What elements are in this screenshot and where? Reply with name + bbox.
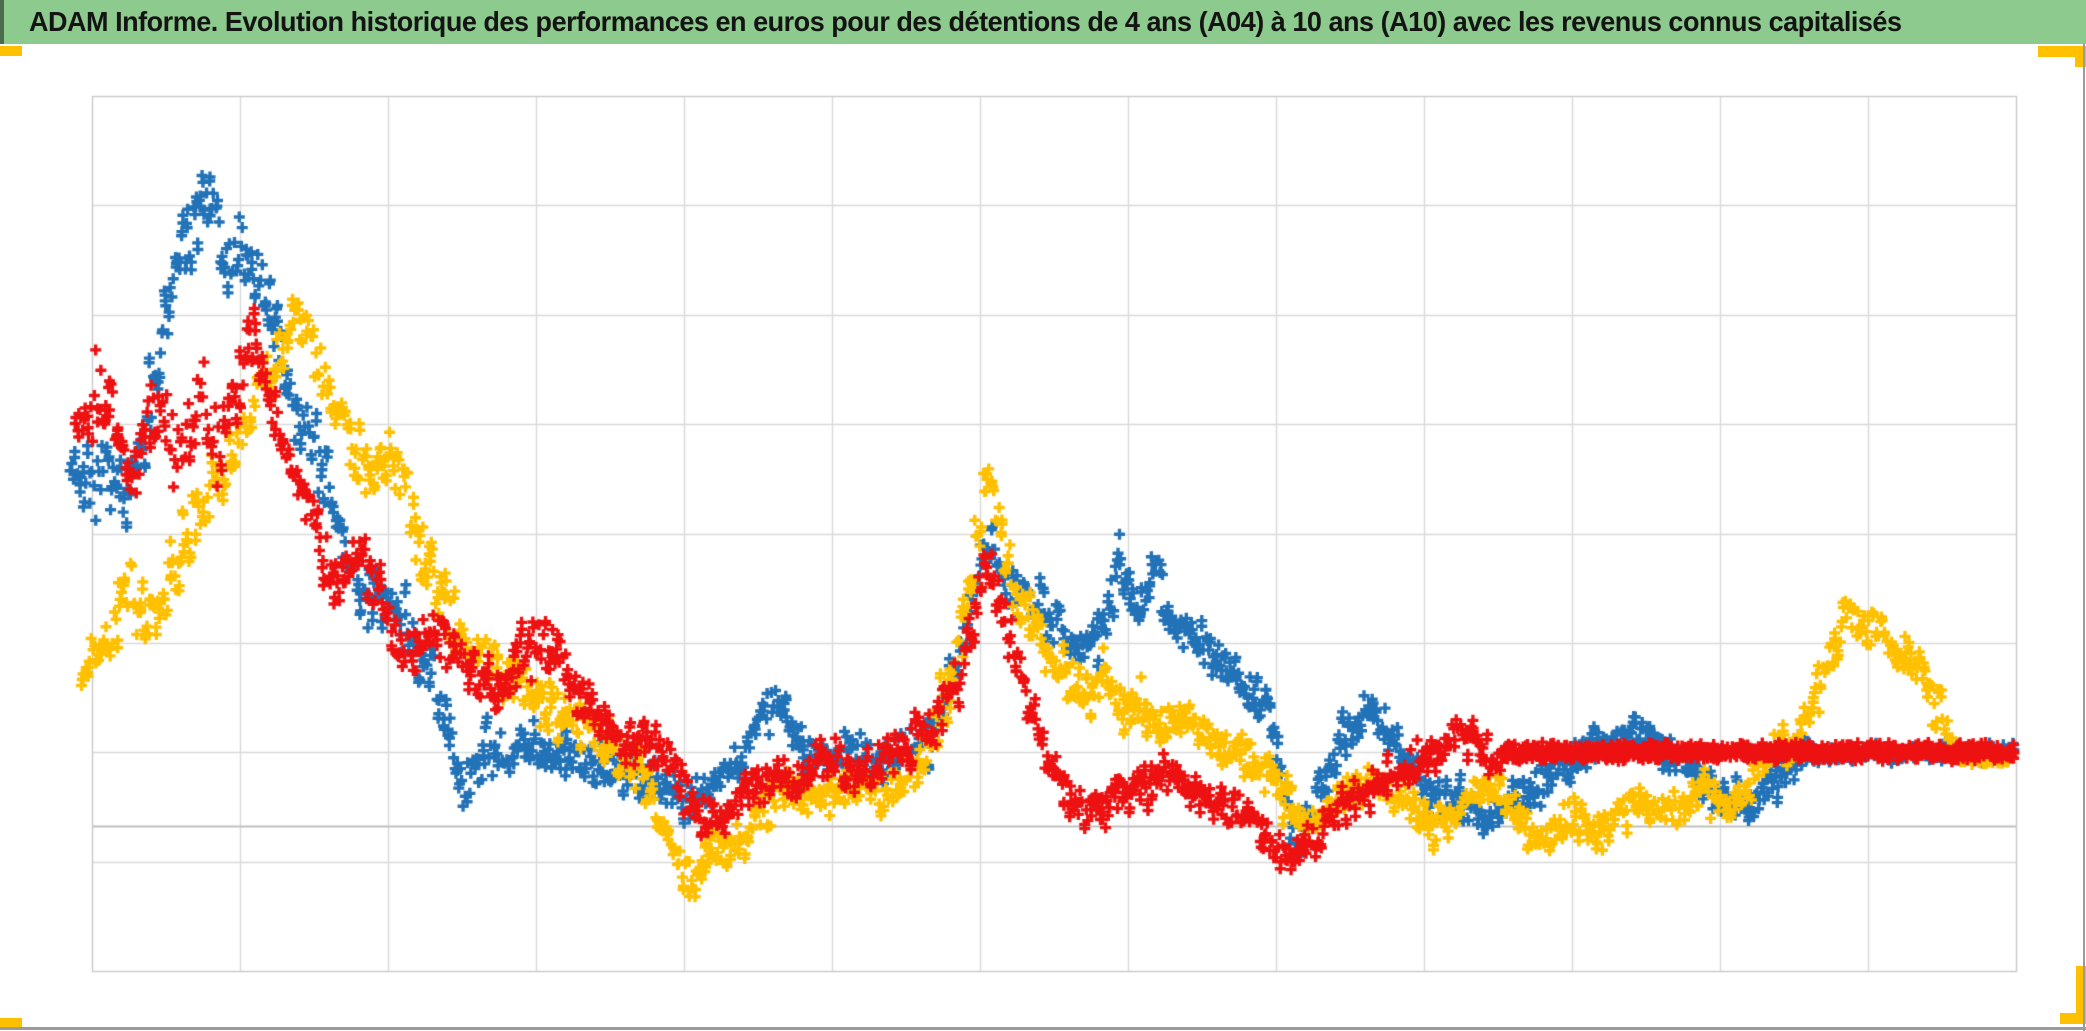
corner-accent-top-right-vertical	[2075, 46, 2086, 67]
corner-accent-bottom-right-horizontal	[2060, 1013, 2086, 1024]
title-bar-edge	[0, 0, 4, 44]
corner-accent-top-right-horizontal	[2038, 46, 2086, 57]
corner-accent-bottom-left	[0, 1018, 22, 1029]
right-divider-line	[2083, 44, 2085, 1031]
chart-title: ADAM Informe. Evolution historique des p…	[28, 6, 1902, 37]
title-bar: ADAM Informe. Evolution historique des p…	[0, 0, 2086, 44]
corner-accent-bottom-right-vertical	[2076, 966, 2086, 1024]
bottom-divider-line	[0, 1027, 2086, 1030]
corner-accent-top-left	[0, 46, 22, 56]
